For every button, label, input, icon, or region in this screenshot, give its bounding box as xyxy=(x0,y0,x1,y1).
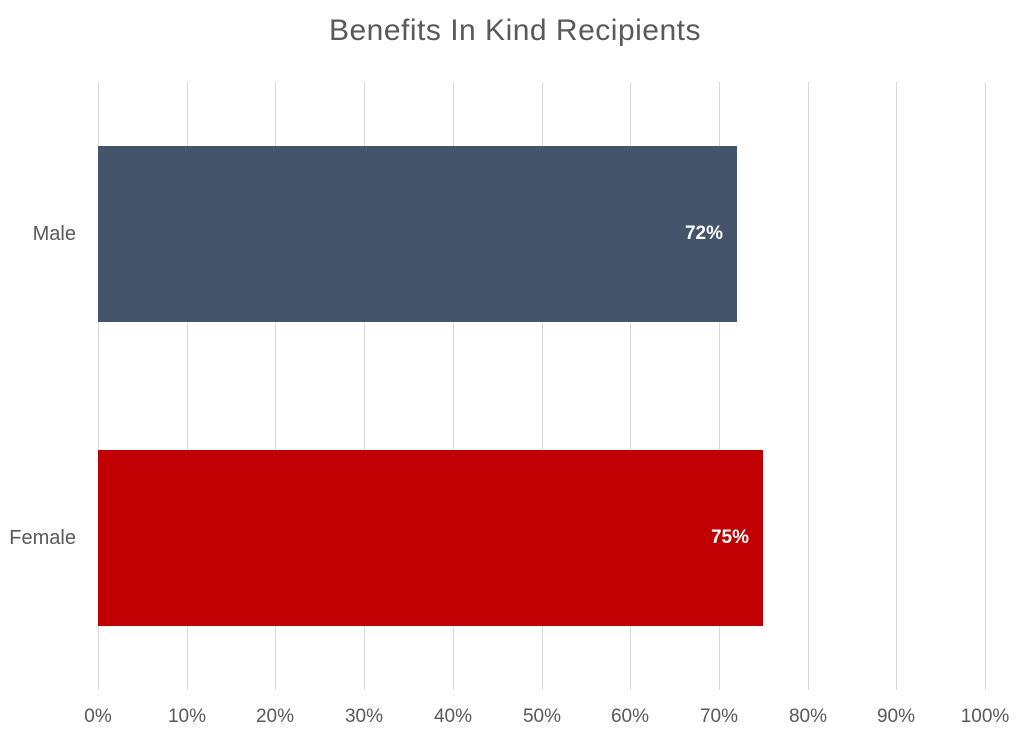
x-tick-label: 50% xyxy=(522,706,562,727)
x-tick-label: 90% xyxy=(876,706,916,727)
gridline xyxy=(187,82,188,690)
x-tick-label: 70% xyxy=(699,706,739,727)
x-tick-label: 30% xyxy=(344,706,384,727)
data-label-male: 72% xyxy=(684,223,723,244)
x-tick-label: 80% xyxy=(788,706,828,727)
bar-female: 75% xyxy=(98,450,763,626)
chart-title: Benefits In Kind Recipients xyxy=(328,14,702,47)
x-tick-label: 100% xyxy=(960,706,1010,727)
category-label-male: Male xyxy=(32,222,76,245)
x-tick-label: 40% xyxy=(433,706,473,727)
gridline xyxy=(98,82,99,690)
gridline xyxy=(985,82,986,690)
category-label-female: Female xyxy=(9,526,76,549)
plot-area: 72% 75% xyxy=(98,82,986,690)
gridline xyxy=(630,82,631,690)
gridline xyxy=(808,82,809,690)
bar-male: 72% xyxy=(98,146,737,322)
gridline xyxy=(275,82,276,690)
x-tick-label: 20% xyxy=(255,706,295,727)
gridline xyxy=(896,82,897,690)
x-tick-label: 10% xyxy=(167,706,207,727)
gridline xyxy=(453,82,454,690)
x-tick-label: 0% xyxy=(84,706,112,727)
data-label-female: 75% xyxy=(710,527,749,548)
gridline xyxy=(542,82,543,690)
gridline xyxy=(719,82,720,690)
x-tick-label: 60% xyxy=(610,706,650,727)
gridline xyxy=(364,82,365,690)
